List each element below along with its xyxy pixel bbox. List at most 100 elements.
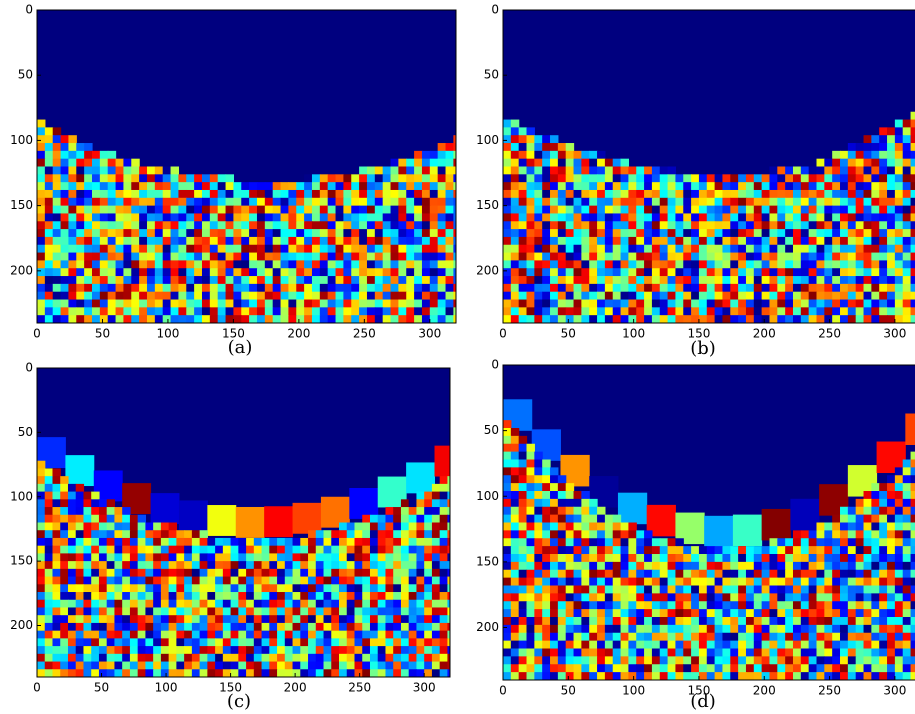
grain	[809, 198, 817, 206]
grain	[519, 491, 527, 499]
grain	[707, 268, 715, 276]
grain	[53, 237, 61, 245]
grain	[903, 284, 911, 292]
grain	[241, 245, 249, 253]
grain	[903, 190, 911, 198]
grain	[320, 253, 328, 261]
grain	[871, 578, 879, 586]
grain	[316, 600, 324, 608]
grain	[210, 237, 218, 245]
grain	[699, 198, 707, 206]
grain	[347, 607, 355, 615]
grain	[785, 586, 793, 594]
grain	[628, 601, 636, 609]
grain	[262, 577, 270, 585]
grain	[628, 609, 636, 617]
grain	[362, 546, 370, 554]
grain	[359, 174, 367, 182]
grain	[383, 174, 391, 182]
grain	[832, 633, 840, 641]
grain	[194, 206, 202, 214]
grain	[801, 190, 809, 198]
grain	[777, 237, 785, 245]
grain	[422, 268, 430, 276]
grain	[447, 484, 455, 492]
grain	[100, 260, 108, 268]
grain	[691, 633, 699, 641]
grain	[574, 601, 582, 609]
grain	[527, 198, 535, 206]
grain	[848, 672, 856, 680]
grain	[446, 284, 454, 292]
grain	[840, 167, 848, 175]
grain	[628, 260, 636, 268]
grain	[652, 601, 660, 609]
grain	[903, 143, 911, 151]
grain	[68, 221, 76, 229]
grain	[226, 190, 234, 198]
grain	[652, 554, 660, 562]
grain	[362, 584, 370, 592]
grain	[675, 625, 683, 633]
grain	[414, 190, 422, 198]
grain	[777, 672, 785, 680]
grain	[777, 276, 785, 284]
grain	[131, 190, 139, 198]
grain	[324, 530, 332, 538]
grain	[809, 664, 817, 672]
grain	[519, 221, 527, 229]
grain	[644, 601, 652, 609]
grain	[83, 584, 91, 592]
grain	[856, 578, 864, 586]
grain	[511, 546, 519, 554]
y-tick-label: 50	[18, 68, 33, 82]
grain	[76, 523, 84, 531]
grain	[644, 593, 652, 601]
grain	[699, 307, 707, 315]
grain	[92, 159, 100, 167]
grain	[730, 276, 738, 284]
grain	[817, 292, 825, 300]
grain	[519, 649, 527, 657]
grain	[887, 562, 895, 570]
grain	[171, 276, 179, 284]
grain	[100, 151, 108, 159]
grain	[809, 260, 817, 268]
grain	[308, 662, 316, 670]
grain	[793, 190, 801, 198]
grain	[793, 538, 801, 546]
grain	[550, 260, 558, 268]
grain	[378, 553, 386, 561]
grain	[652, 190, 660, 198]
grain	[370, 615, 378, 623]
grain	[824, 229, 832, 237]
grain	[422, 245, 430, 253]
grain	[406, 462, 435, 493]
grain	[817, 260, 825, 268]
grain	[440, 546, 448, 554]
grain	[108, 174, 116, 182]
grain	[527, 483, 535, 491]
grain	[762, 609, 770, 617]
grain	[367, 237, 375, 245]
grain	[558, 292, 566, 300]
grain	[879, 538, 887, 546]
grain	[887, 617, 895, 625]
grain	[660, 672, 668, 680]
grain	[37, 127, 45, 135]
grain	[61, 253, 69, 261]
grain	[722, 307, 730, 315]
grain	[45, 600, 53, 608]
grain	[269, 600, 277, 608]
grain	[122, 615, 130, 623]
grain	[328, 276, 336, 284]
grain	[378, 538, 386, 546]
grain	[707, 617, 715, 625]
grain	[45, 662, 53, 670]
grain	[343, 253, 351, 261]
grain	[879, 601, 887, 609]
grain	[511, 151, 519, 159]
x-tick-label: 250	[818, 684, 841, 698]
grain	[114, 623, 122, 631]
grain	[558, 206, 566, 214]
